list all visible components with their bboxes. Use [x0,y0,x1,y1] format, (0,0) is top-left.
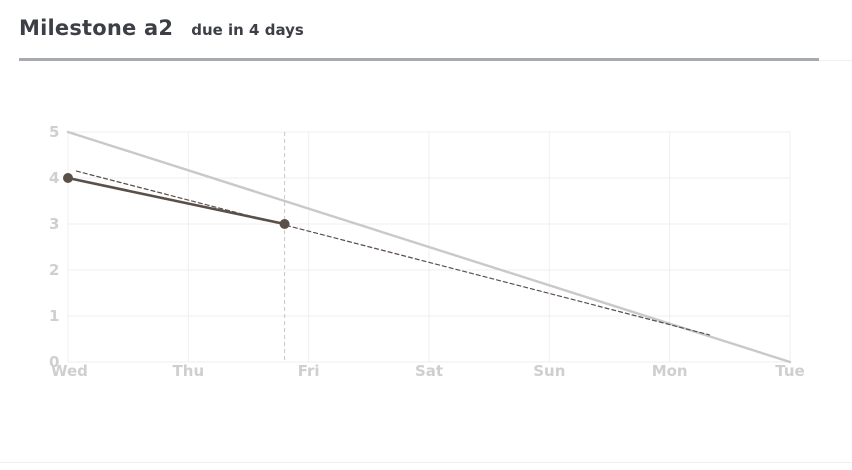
trend-line [75,170,710,336]
header-divider-extension [819,60,852,61]
x-tick-label: Sat [415,362,443,380]
y-tick-label: 0 [49,353,59,371]
y-tick-label: 5 [49,123,59,141]
x-tick-label: Tue [775,362,804,380]
x-tick-label: Thu [173,362,205,380]
x-tick-label: Mon [652,362,688,380]
due-date-label: due in 4 days [191,21,304,39]
chart-tick-labels: 0 1 2 3 4 5 Wed Thu Fri Sat Sun Mon Tue [49,123,805,380]
actual-line [66,176,286,226]
milestone-header: Milestone a2 due in 4 days [19,16,819,60]
y-tick-label: 3 [49,215,59,233]
x-tick-label: Fri [298,362,320,380]
chart-series [63,130,792,364]
x-tick-label: Sun [533,362,565,380]
milestone-title: Milestone a2 [19,16,174,40]
actual-point [63,173,73,183]
y-tick-label: 4 [49,169,59,187]
footer-divider [0,462,852,463]
ideal-line [66,130,792,364]
y-tick-label: 1 [49,307,59,325]
actual-point [279,219,290,229]
header-divider [19,58,819,61]
x-tick-label: Wed [51,362,88,380]
y-tick-label: 2 [49,261,59,279]
